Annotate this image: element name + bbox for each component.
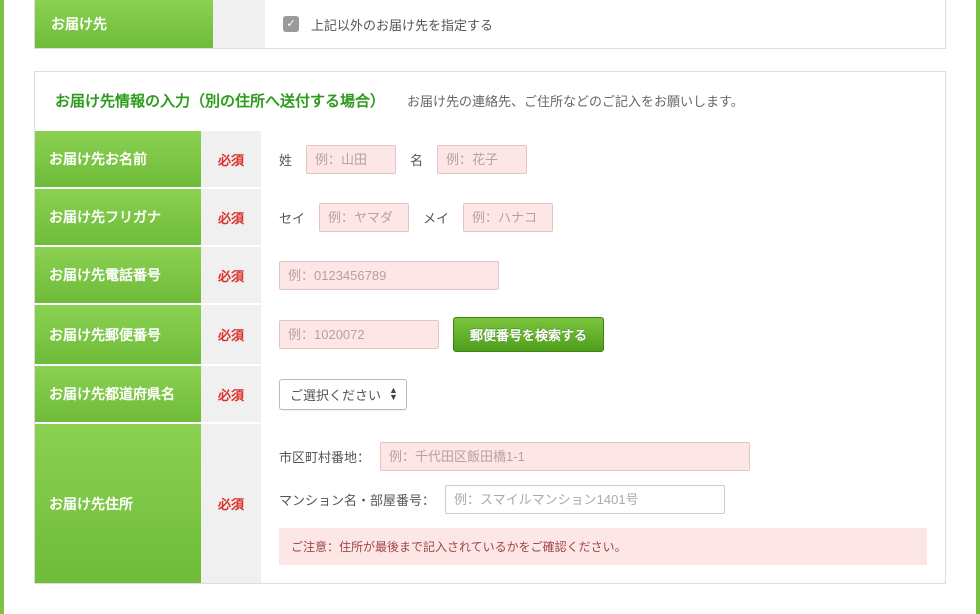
- delivery-destination-content: ✓ 上記以外のお届け先を指定する: [265, 0, 945, 48]
- address-line2-group: マンション名・部屋番号：: [279, 485, 927, 514]
- row-prefecture-required: 必須: [201, 366, 261, 422]
- row-prefecture-label: お届け先都道府県名: [35, 366, 201, 422]
- row-address-required: 必須: [201, 424, 261, 583]
- lastname-label: 姓: [279, 150, 292, 169]
- firstname-kana-input[interactable]: [463, 203, 553, 232]
- address-line1-label: 市区町村番地：: [279, 447, 370, 466]
- address-line1-input[interactable]: [380, 442, 750, 471]
- row-postal-label: お届け先郵便番号: [35, 305, 201, 364]
- firstname-kana-label: メイ: [423, 208, 449, 227]
- postal-search-button[interactable]: 郵便番号を検索する: [453, 317, 604, 352]
- address-line2-input[interactable]: [445, 485, 725, 514]
- side-accent-left: [0, 0, 4, 614]
- row-postal: お届け先郵便番号 必須 郵便番号を検索する: [35, 303, 945, 364]
- row-prefecture: お届け先都道府県名 必須 ご選択ください ▲▼: [35, 364, 945, 422]
- content-area: お届け先 ✓ 上記以外のお届け先を指定する お届け先情報の入力（別の住所へ送付す…: [4, 0, 976, 614]
- other-address-checkbox-label: 上記以外のお届け先を指定する: [311, 15, 493, 34]
- row-prefecture-fields: ご選択ください ▲▼: [261, 366, 945, 422]
- lastname-input[interactable]: [306, 145, 396, 174]
- row-postal-fields: 郵便番号を検索する: [261, 305, 945, 364]
- row-phone: お届け先電話番号 必須: [35, 245, 945, 303]
- row-address-label: お届け先住所: [35, 424, 201, 583]
- row-furigana-label: お届け先フリガナ: [35, 189, 201, 245]
- delivery-destination-label: お届け先: [35, 0, 213, 48]
- delivery-destination-block: お届け先 ✓ 上記以外のお届け先を指定する: [34, 0, 946, 49]
- prefecture-select[interactable]: ご選択ください ▲▼: [279, 379, 407, 410]
- firstname-label: 名: [410, 150, 423, 169]
- lastname-kana-label: セイ: [279, 208, 305, 227]
- lastname-kana-input[interactable]: [319, 203, 409, 232]
- row-phone-label: お届け先電話番号: [35, 247, 201, 303]
- row-name-required: 必須: [201, 131, 261, 187]
- other-address-checkbox[interactable]: ✓: [283, 16, 299, 32]
- side-accent-right: [976, 0, 980, 614]
- section-subtitle: お届け先の連絡先、ご住所などのご記入をお願いします。: [407, 91, 744, 110]
- address-note: ご注意：住所が最後まで記入されているかをご確認ください。: [279, 528, 927, 565]
- row-address-fields: 市区町村番地： マンション名・部屋番号： ご注意：住所が最後まで記入されているか…: [261, 424, 945, 583]
- address-line1-group: 市区町村番地：: [279, 442, 927, 471]
- row-furigana-fields: セイ メイ: [261, 189, 945, 245]
- row-furigana: お届け先フリガナ 必須 セイ メイ: [35, 187, 945, 245]
- row-name: お届け先お名前 必須 姓 名: [35, 129, 945, 187]
- section-header: お届け先情報の入力（別の住所へ送付する場合） お届け先の連絡先、ご住所などのご記…: [35, 72, 945, 129]
- row-phone-fields: [261, 247, 945, 303]
- chevron-updown-icon: ▲▼: [389, 387, 398, 401]
- prefecture-select-value: ご選択ください: [290, 385, 381, 404]
- postal-input[interactable]: [279, 320, 439, 349]
- row-address: お届け先住所 必須 市区町村番地： マンション名・部屋番号： ご注意：住所が最後…: [35, 422, 945, 583]
- row-name-label: お届け先お名前: [35, 131, 201, 187]
- row-postal-required: 必須: [201, 305, 261, 364]
- row-furigana-required: 必須: [201, 189, 261, 245]
- address-line2-label: マンション名・部屋番号：: [279, 490, 435, 509]
- page-root: お届け先 ✓ 上記以外のお届け先を指定する お届け先情報の入力（別の住所へ送付す…: [0, 0, 980, 614]
- delivery-info-panel: お届け先情報の入力（別の住所へ送付する場合） お届け先の連絡先、ご住所などのご記…: [34, 71, 946, 584]
- section-title: お届け先情報の入力（別の住所へ送付する場合）: [55, 90, 385, 111]
- firstname-input[interactable]: [437, 145, 527, 174]
- phone-input[interactable]: [279, 261, 499, 290]
- row-phone-required: 必須: [201, 247, 261, 303]
- row-name-fields: 姓 名: [261, 131, 945, 187]
- delivery-destination-required-cell: [213, 0, 265, 48]
